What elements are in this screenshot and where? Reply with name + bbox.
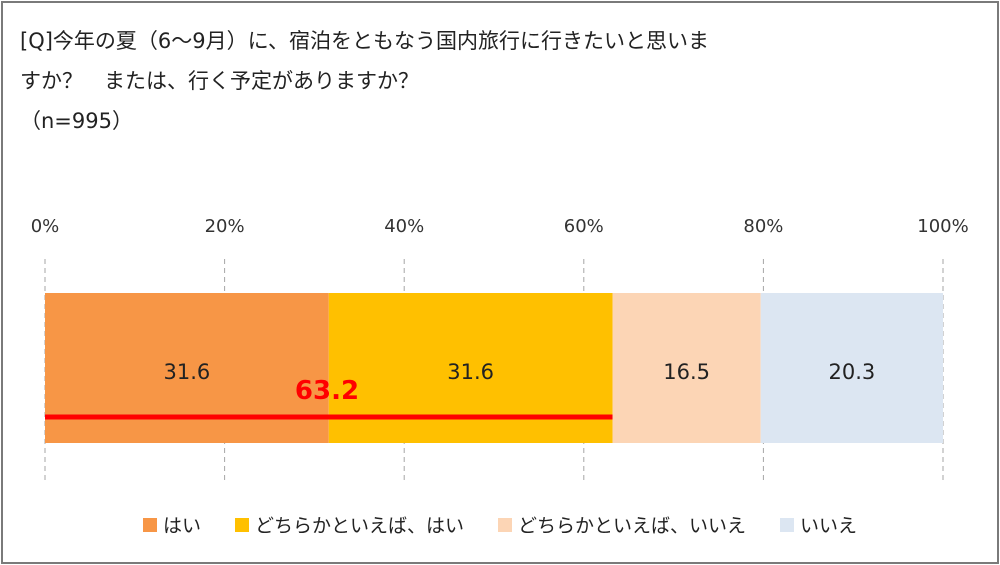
bar-segment-3	[760, 293, 943, 443]
data-label-2: 16.5	[663, 360, 710, 384]
x-tick-label-2: 40%	[384, 216, 424, 237]
x-tick-label-0: 0%	[31, 216, 60, 237]
legend-label-iie: いいえ	[800, 515, 858, 537]
legend-label-hai: はい	[162, 515, 201, 537]
question-line-3: （n=995）	[20, 109, 133, 133]
legend-item-hai: はい	[142, 511, 201, 538]
legend-item-dochirakato-iie: どちらかといえば、いいえ	[498, 511, 746, 538]
legend-label-dochirakato-hai: どちらかといえば、はい	[254, 515, 464, 537]
question-text: [Q]今年の夏（6～9月）に、宿泊をともなう国内旅行に行きたいと思いま すか？ …	[20, 21, 709, 141]
legend-swatch-dochirakato-hai	[234, 517, 249, 532]
data-label-1: 31.6	[447, 360, 494, 384]
question-line-2: すか？ または、行く予定がありますか？	[20, 69, 419, 93]
legend: はい どちらかといえば、はい どちらかといえば、いいえ いいえ	[3, 511, 997, 538]
callout-label: 63.2	[295, 376, 359, 406]
data-label-3: 20.3	[828, 360, 875, 384]
legend-swatch-iie	[780, 517, 795, 532]
bar-segment-2	[612, 293, 761, 443]
legend-label-dochirakato-iie: どちらかといえば、いいえ	[518, 515, 747, 537]
legend-swatch-hai	[142, 517, 157, 532]
legend-item-iie: いいえ	[780, 511, 857, 538]
legend-item-dochirakato-hai: どちらかといえば、はい	[234, 511, 464, 538]
data-label-0: 31.6	[164, 360, 211, 384]
x-tick-label-4: 80%	[743, 216, 783, 237]
legend-swatch-dochirakato-iie	[498, 517, 512, 532]
x-tick-label-1: 20%	[205, 216, 245, 237]
x-tick-label-3: 60%	[564, 216, 604, 237]
stacked-bar-chart: 0% 20% 40% 60% 80% 100% 31.6 31.6 16.5 20.3 63.2	[31, 216, 969, 483]
x-tick-label-5: 100%	[917, 216, 968, 237]
question-line-1: [Q]今年の夏（6～9月）に、宿泊をともなう国内旅行に行きたいと思いま	[20, 29, 710, 53]
